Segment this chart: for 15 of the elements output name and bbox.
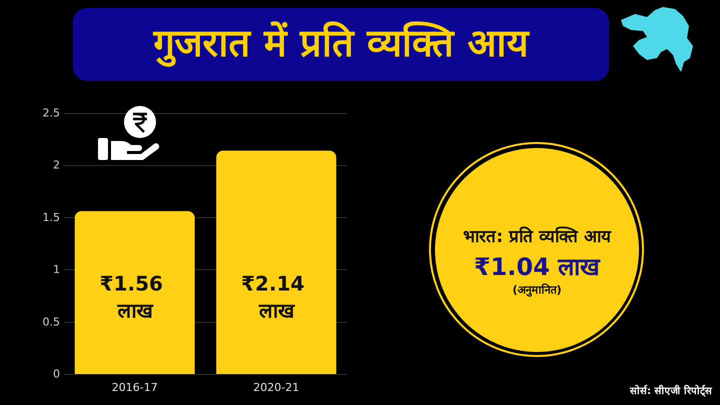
text: (अनुमानित)	[512, 284, 562, 298]
text: सोर्स: सीएजी रिपोर्ट्स	[630, 386, 712, 398]
y-tick-label: 2	[53, 158, 60, 172]
data-label: ₹2.14 लाख	[241, 272, 312, 322]
y-tick-label: 0.5	[42, 315, 60, 328]
x-tick-label: 2016-17	[112, 381, 158, 394]
x-tick-label: 2020-21	[253, 381, 300, 394]
y-tick-label: 2.5	[42, 106, 60, 120]
chart-title: गुजरात में प्रति व्यक्ति आय	[154, 21, 528, 66]
text: भारत: प्रति व्यक्ति आय	[463, 227, 611, 248]
y-tick-label: 0	[53, 368, 60, 380]
y-tick-label: 1	[53, 263, 60, 276]
text: ₹1.04 लाख	[474, 253, 600, 282]
data-label: ₹1.56 लाख	[100, 272, 170, 322]
y-tick-label: 1.5	[42, 210, 60, 224]
